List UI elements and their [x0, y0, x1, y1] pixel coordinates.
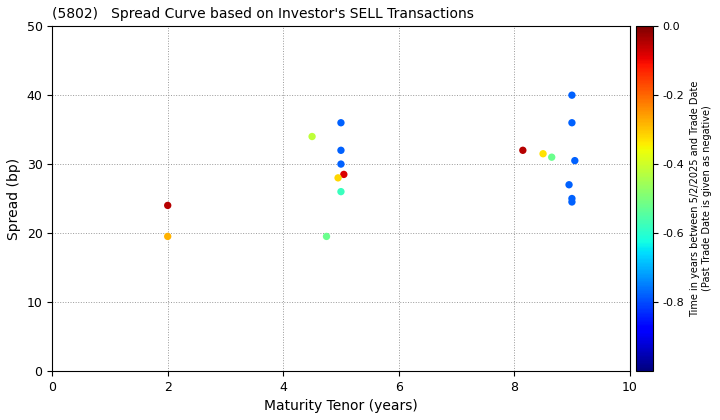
- Y-axis label: Spread (bp): Spread (bp): [7, 158, 21, 239]
- Text: (5802)   Spread Curve based on Investor's SELL Transactions: (5802) Spread Curve based on Investor's …: [53, 7, 474, 21]
- Point: [566, 199, 577, 205]
- Point: [566, 92, 577, 99]
- Point: [306, 133, 318, 140]
- Point: [517, 147, 528, 154]
- Point: [162, 233, 174, 240]
- Point: [546, 154, 557, 160]
- Point: [336, 188, 347, 195]
- Point: [537, 150, 549, 157]
- Point: [569, 157, 580, 164]
- Point: [336, 119, 347, 126]
- Point: [563, 181, 575, 188]
- Point: [336, 147, 347, 154]
- Y-axis label: Time in years between 5/2/2025 and Trade Date
(Past Trade Date is given as negat: Time in years between 5/2/2025 and Trade…: [690, 80, 711, 317]
- Point: [336, 161, 347, 168]
- Point: [566, 195, 577, 202]
- Point: [338, 171, 350, 178]
- Point: [162, 202, 174, 209]
- Point: [333, 174, 344, 181]
- Point: [566, 119, 577, 126]
- X-axis label: Maturity Tenor (years): Maturity Tenor (years): [264, 399, 418, 413]
- Point: [320, 233, 332, 240]
